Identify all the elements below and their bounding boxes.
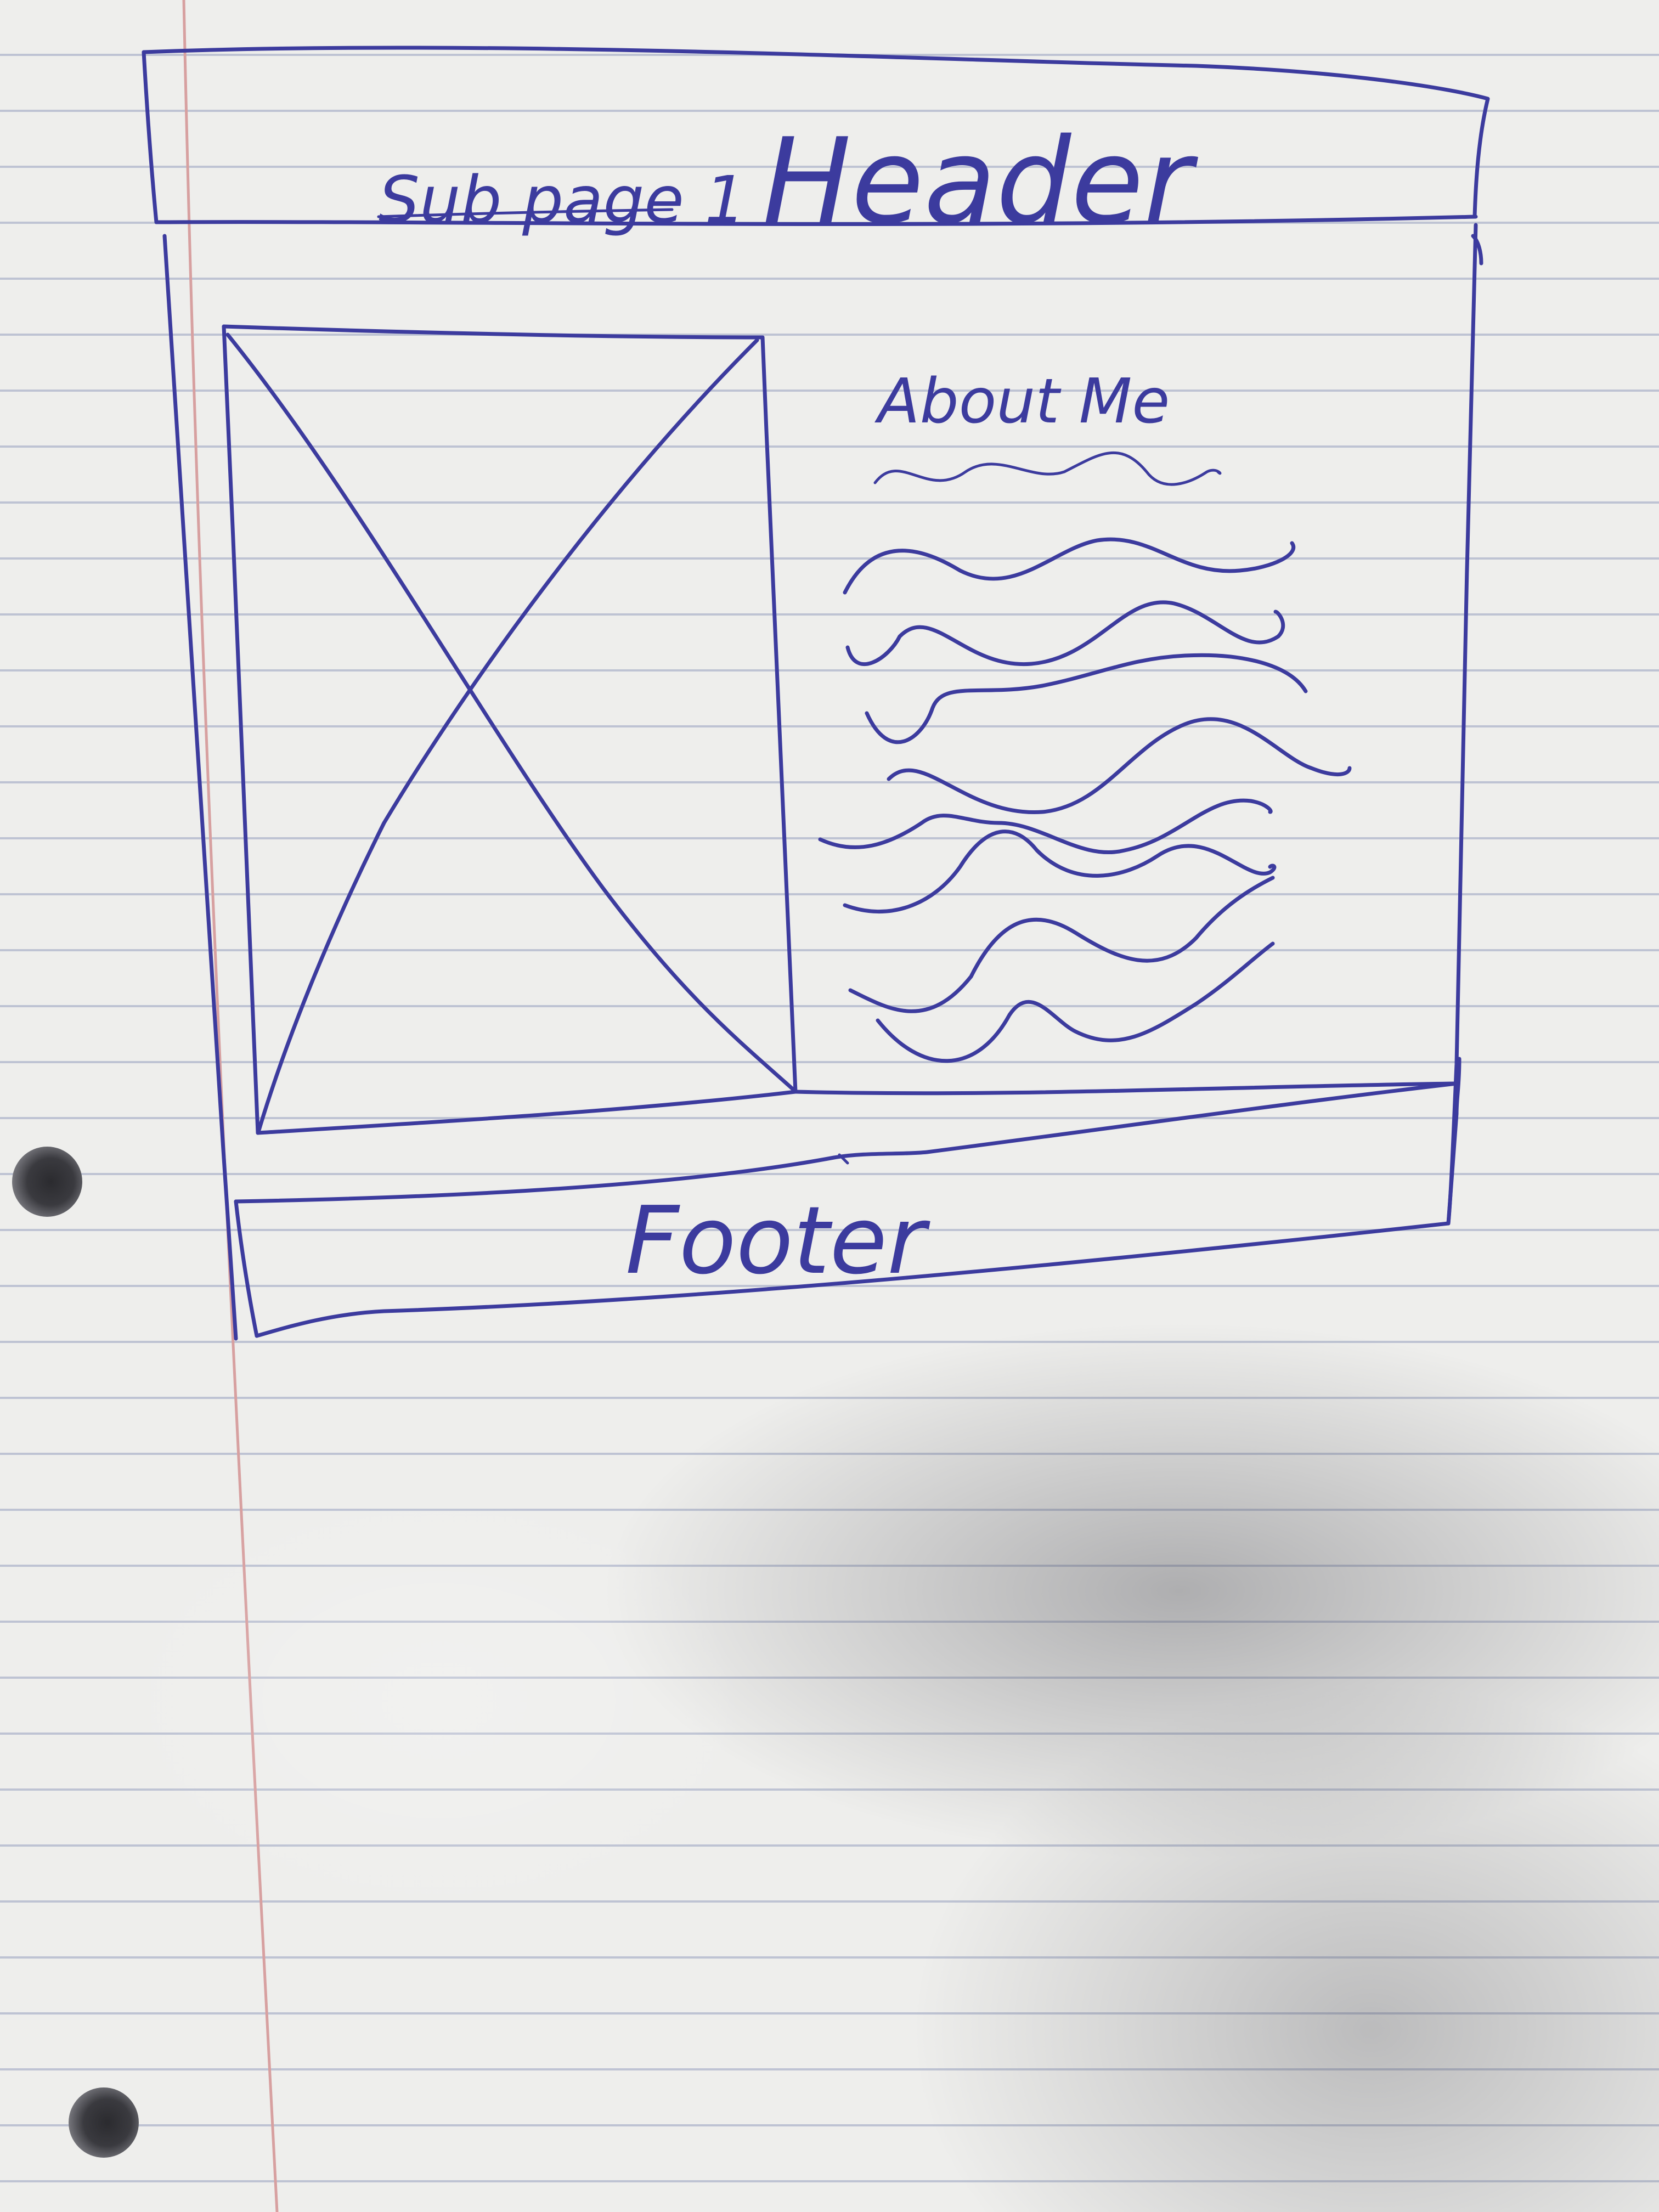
text-line bbox=[876, 941, 1275, 1063]
footer-label: Footer bbox=[625, 1187, 930, 1295]
text-line bbox=[865, 653, 1308, 744]
header-title: Header bbox=[763, 112, 1198, 250]
binder-hole-top bbox=[12, 1147, 82, 1217]
footer-box: Footer bbox=[234, 1057, 1462, 1338]
text-placeholder bbox=[818, 537, 1352, 1063]
text-line bbox=[818, 798, 1273, 855]
image-placeholder-x bbox=[222, 324, 798, 1135]
subpage-underline bbox=[377, 208, 674, 218]
header-box: Sub page 1 Header bbox=[142, 46, 1490, 250]
text-line bbox=[843, 537, 1295, 595]
text-line bbox=[843, 830, 1277, 913]
text-line bbox=[845, 600, 1285, 667]
main-frame bbox=[162, 223, 1483, 1341]
about-section: About Me bbox=[873, 366, 1222, 486]
text-line bbox=[887, 717, 1352, 814]
about-subline bbox=[873, 451, 1222, 486]
binder-hole-bottom bbox=[69, 2087, 139, 2158]
about-heading: About Me bbox=[874, 366, 1170, 437]
subpage-label: Sub page 1 bbox=[379, 162, 746, 238]
text-line bbox=[848, 876, 1275, 1013]
